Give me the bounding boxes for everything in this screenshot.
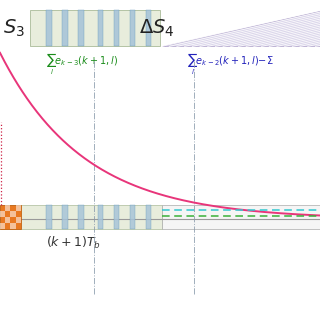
Text: $S_3$: $S_3$	[3, 17, 25, 39]
Polygon shape	[162, 10, 320, 46]
Bar	[5, 205, 10, 211]
Bar	[146, 10, 151, 46]
Bar	[62, 10, 68, 46]
Bar	[78, 205, 84, 229]
Bar	[98, 205, 103, 229]
Bar	[0, 205, 21, 229]
Bar	[0, 211, 5, 217]
Bar	[10, 211, 16, 217]
Text: $\sum_l e_{k-2}(k+1,l){-}\Sigma$: $\sum_l e_{k-2}(k+1,l){-}\Sigma$	[187, 51, 274, 76]
Bar	[46, 10, 52, 46]
Bar	[78, 10, 84, 46]
Bar	[0, 223, 5, 229]
Text: $\sum_l e_{k-3}(k+1,l)$: $\sum_l e_{k-3}(k+1,l)$	[45, 51, 118, 76]
Bar	[46, 205, 52, 229]
Bar	[114, 10, 119, 46]
Bar	[146, 205, 151, 229]
Bar	[16, 205, 21, 211]
Bar	[114, 205, 119, 229]
Bar	[130, 205, 135, 229]
Bar	[16, 217, 21, 223]
Text: $(k+1)T_b$: $(k+1)T_b$	[46, 235, 101, 251]
Bar	[98, 10, 103, 46]
Text: $\Delta S_4$: $\Delta S_4$	[139, 17, 175, 39]
Bar	[0, 205, 162, 229]
Bar	[10, 223, 16, 229]
Bar	[5, 217, 10, 223]
Bar	[162, 205, 320, 229]
Bar	[130, 10, 135, 46]
Bar	[30, 10, 160, 46]
Bar	[62, 205, 68, 229]
